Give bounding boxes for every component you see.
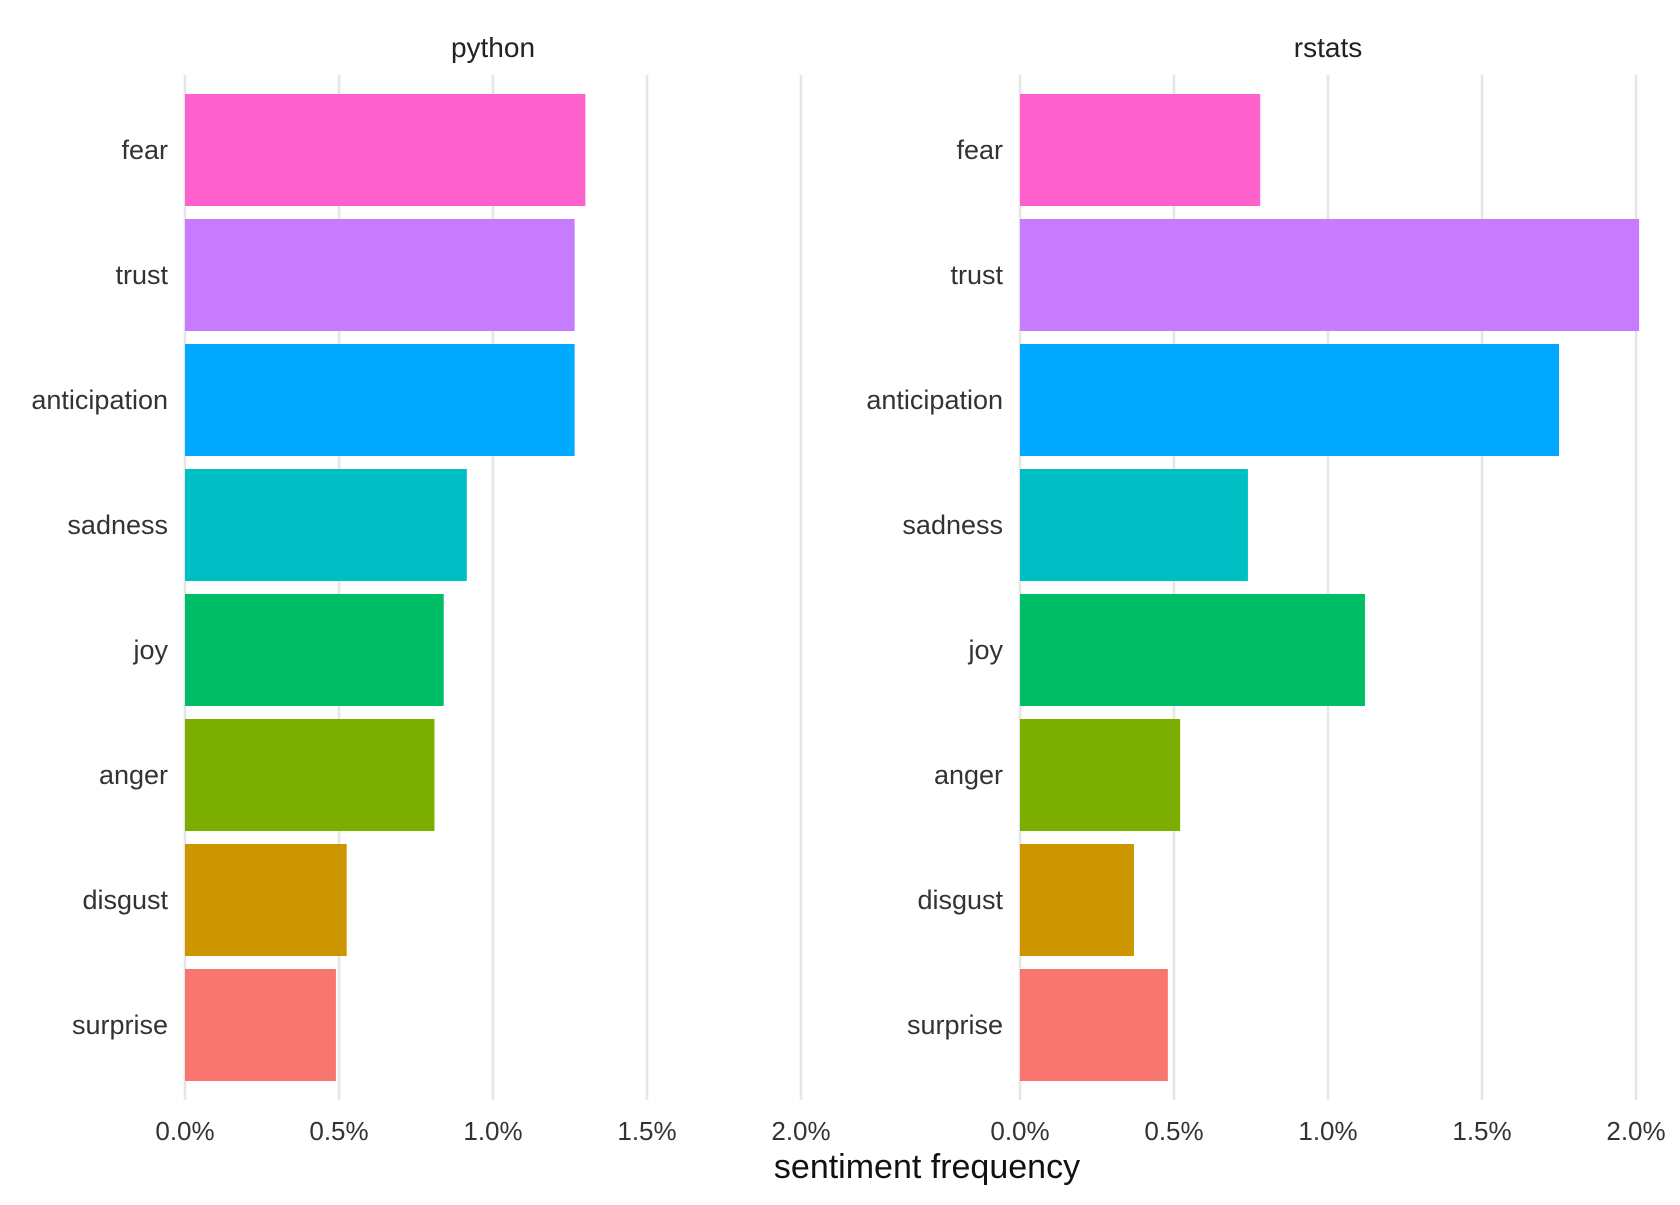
bar-fear [185, 94, 586, 206]
category-label: trust [115, 260, 168, 290]
bar-anger [185, 719, 435, 831]
bar-surprise [1020, 969, 1168, 1081]
bar-sadness [185, 469, 467, 581]
x-tick-label: 0.5% [309, 1116, 368, 1146]
category-label: sadness [67, 510, 168, 540]
bar-sadness [1020, 469, 1248, 581]
panel-rstats: rstats 0.0% 0.5% 1.0% 1.5% 2.0% fear trust antic… [866, 32, 1665, 1146]
bar-trust [185, 219, 575, 331]
panel-python: python 0.0% 0.5% 1.0% 1.5% 2.0% fear trust antic… [31, 32, 830, 1146]
x-tick-label: 0.5% [1144, 1116, 1203, 1146]
category-label: anticipation [866, 385, 1003, 415]
category-label: joy [967, 635, 1003, 665]
category-label: trust [950, 260, 1003, 290]
category-label: anger [934, 760, 1003, 790]
x-tick-label: 1.5% [617, 1116, 676, 1146]
bar-anticipation [185, 344, 575, 456]
facet-title: python [451, 32, 535, 63]
facet-title: rstats [1294, 32, 1362, 63]
bar-anticipation [1020, 344, 1559, 456]
bar-disgust [185, 844, 347, 956]
category-label: fear [121, 135, 168, 165]
category-label: sadness [902, 510, 1003, 540]
category-label: surprise [72, 1010, 168, 1040]
bar-anger [1020, 719, 1181, 831]
category-label: disgust [82, 885, 168, 915]
bar-disgust [1020, 844, 1134, 956]
x-tick-label: 1.5% [1452, 1116, 1511, 1146]
x-axis-title: sentiment frequency [774, 1148, 1080, 1186]
bar-joy [1020, 594, 1365, 706]
x-tick-label: 2.0% [771, 1116, 830, 1146]
category-label: fear [956, 135, 1003, 165]
bar-surprise [185, 969, 336, 1081]
bar-joy [185, 594, 444, 706]
bar-fear [1020, 94, 1261, 206]
category-label: anger [99, 760, 168, 790]
category-label: joy [132, 635, 168, 665]
category-label: surprise [907, 1010, 1003, 1040]
x-tick-label: 0.0% [990, 1116, 1049, 1146]
bar-trust [1020, 219, 1640, 331]
category-label: anticipation [31, 385, 168, 415]
x-tick-label: 2.0% [1606, 1116, 1665, 1146]
x-tick-label: 1.0% [1298, 1116, 1357, 1146]
category-label: disgust [917, 885, 1003, 915]
x-tick-label: 1.0% [463, 1116, 522, 1146]
x-tick-label: 0.0% [155, 1116, 214, 1146]
